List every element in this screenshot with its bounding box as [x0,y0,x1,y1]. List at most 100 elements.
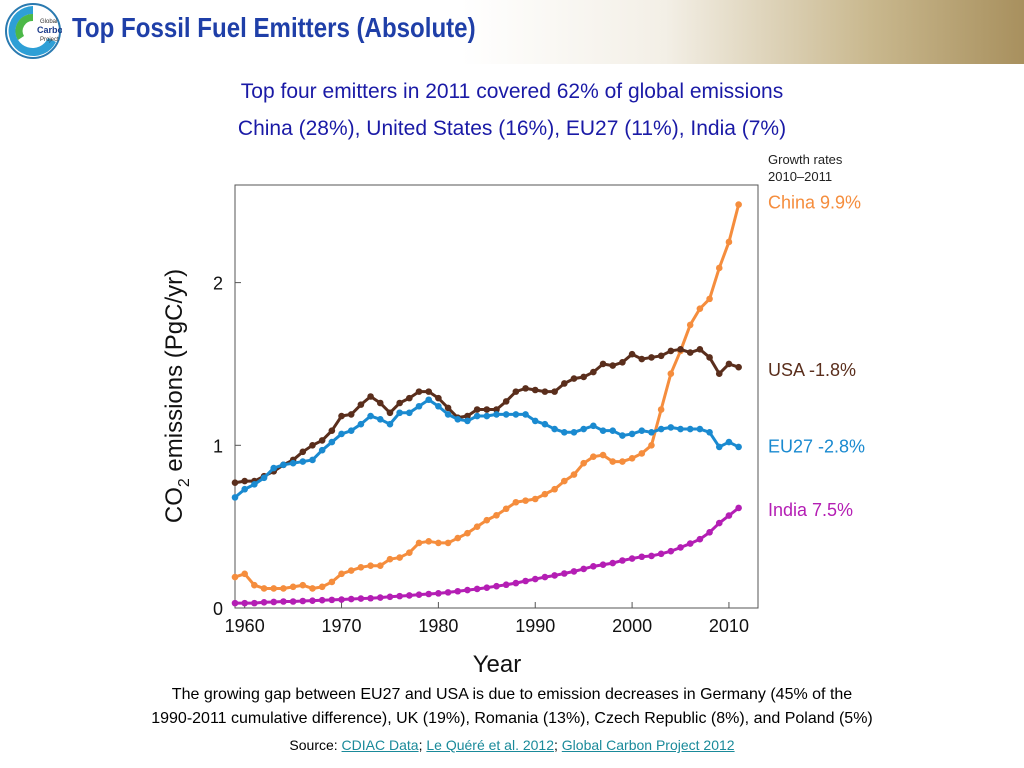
series-india [231,504,742,607]
series-label-usa: USA -1.8% [768,360,856,380]
data-point-usa [396,399,403,407]
data-point-china [541,490,549,498]
data-point-usa [406,394,413,402]
data-point-usa [657,352,665,360]
global-carbon-project-logo: Global Carbon Project [5,3,62,59]
data-point-india [725,512,733,519]
data-point-usa [444,404,452,412]
data-point-india [677,544,684,551]
data-point-china [289,583,297,591]
data-point-usa [464,412,471,420]
data-point-china [270,585,278,592]
data-point-eu27 [638,427,646,434]
data-point-usa [619,359,626,366]
data-point-eu27 [531,417,539,425]
series-label-india: India 7.5% [768,500,853,520]
data-point-usa [609,362,617,369]
data-point-india [241,599,248,607]
data-point-eu27 [280,461,287,469]
data-point-india [338,596,345,603]
global-carbon-project-2012-link[interactable]: Global Carbon Project 2012 [561,737,735,753]
data-point-india [696,535,704,543]
data-point-eu27 [560,428,568,436]
data-point-usa [376,399,384,407]
data-point-india [367,594,374,602]
y-tick-label: 2 [213,274,223,294]
data-point-china [444,539,452,547]
data-point-eu27 [677,425,684,433]
data-point-india [251,599,258,607]
subtitle-line-1: Top four emitters in 2011 covered 62% of… [240,80,784,103]
data-point-china [231,573,239,581]
data-point-eu27 [735,443,742,451]
data-point-eu27 [696,425,704,433]
data-point-china [299,581,307,589]
data-point-eu27 [483,412,491,420]
data-point-india [357,595,365,602]
plot-frame [234,184,759,609]
x-axis-label: Year [473,651,522,678]
data-point-india [735,504,742,512]
data-point-usa [599,360,607,368]
data-point-eu27 [667,424,675,431]
data-point-eu27 [706,428,713,436]
footnote-line-2: 1990-2011 cumulative difference), UK (19… [151,710,873,727]
data-point-india [638,553,646,561]
legend-header-line-1: Growth rates [768,152,843,167]
data-point-usa [386,409,394,417]
data-point-china [357,564,365,571]
y-axis-label: CO2 emissions (PgC/yr) [161,269,193,523]
header-band [0,0,1024,64]
data-point-usa [502,398,510,405]
data-point-usa [570,375,578,382]
source-separator-2: ; [554,737,562,753]
data-point-eu27 [512,411,520,418]
data-point-usa [628,350,636,358]
subtitle-line-2: China (28%), United States (16%), EU27 (… [237,117,787,140]
data-point-eu27 [502,411,510,418]
data-point-india [289,598,297,605]
data-point-usa [357,401,365,408]
data-point-eu27 [725,438,733,446]
data-point-india [425,590,433,598]
data-point-eu27 [464,417,471,425]
data-point-india [657,550,665,558]
data-point-usa [522,385,529,392]
data-point-usa [435,394,442,402]
data-point-india [706,529,713,536]
data-point-china [502,505,510,513]
data-point-usa [241,477,248,485]
data-point-china [280,585,287,592]
data-point-eu27 [435,402,442,410]
slide-title: Top Fossil Fuel Emitters (Absolute) [72,12,476,43]
data-point-usa [735,363,742,371]
data-point-india [347,595,355,603]
data-point-china [667,370,675,378]
data-point-usa [706,354,713,361]
data-point-india [473,585,481,593]
data-point-china [599,451,607,459]
data-point-india [590,563,597,570]
logo-text-carbon: Carbon [37,25,62,35]
cdiac-data-link[interactable]: CDIAC Data [341,737,419,753]
le-quere-2012-link[interactable]: Le Quéré et al. 2012 [426,737,555,753]
data-point-china [696,305,704,312]
data-point-china [454,534,462,542]
series-label-china: China 9.9% [768,192,861,212]
data-point-india [260,599,268,606]
x-tick-label: 1970 [322,616,362,636]
data-point-usa [715,370,723,378]
data-point-usa [231,479,239,487]
data-point-usa [667,347,675,355]
data-point-india [667,547,675,555]
data-point-eu27 [328,438,336,446]
data-point-india [493,582,500,590]
data-point-eu27 [299,458,307,465]
data-point-eu27 [590,422,597,430]
source-label: Source: [289,737,342,753]
data-point-eu27 [376,415,384,423]
data-point-eu27 [309,456,316,464]
data-point-usa [560,380,568,387]
data-point-india [609,559,617,567]
data-point-india [599,561,607,569]
